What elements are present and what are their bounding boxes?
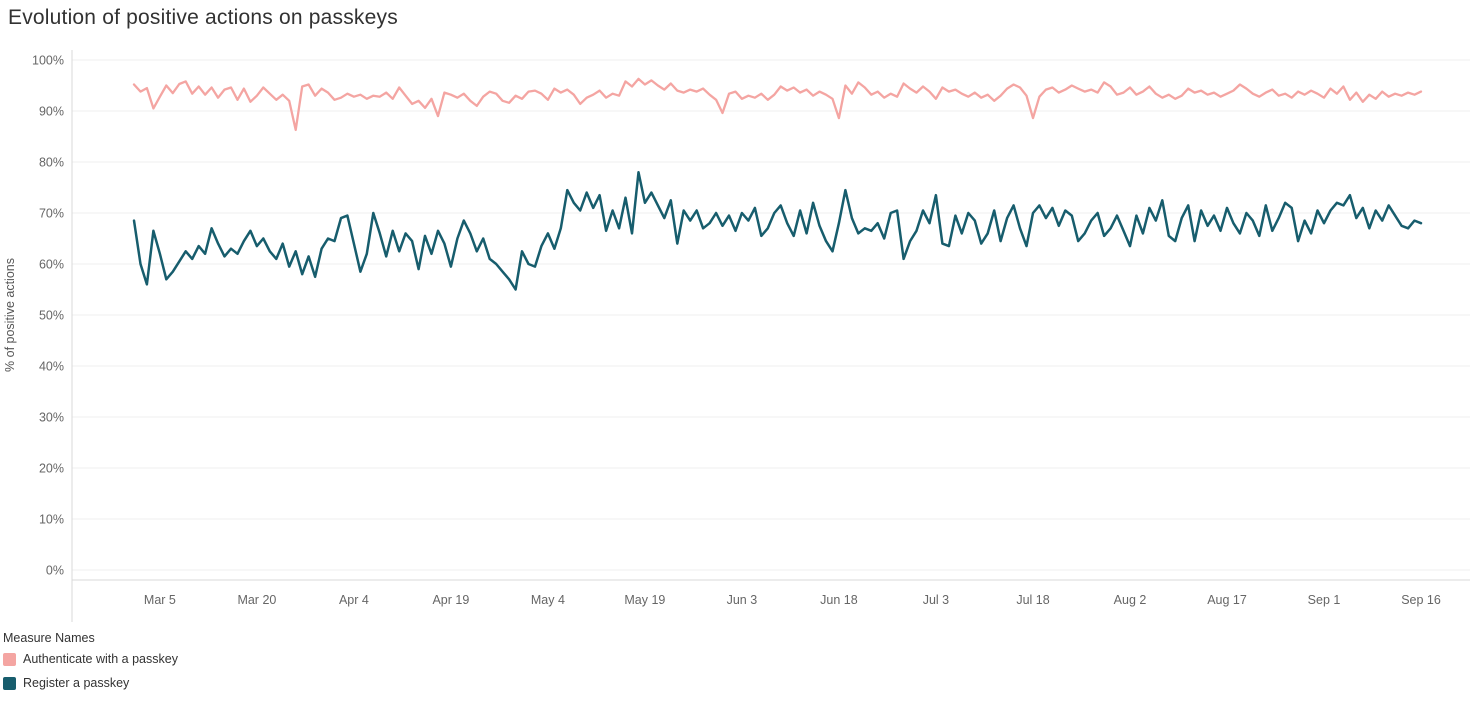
x-tick-label: Sep 1 <box>1308 593 1341 607</box>
y-tick-label: 30% <box>39 411 64 425</box>
y-axis-title: % of positive actions <box>3 258 17 372</box>
y-tick-label: 0% <box>46 564 64 578</box>
y-tick-label: 90% <box>39 105 64 119</box>
x-tick-label: Mar 20 <box>237 593 276 607</box>
x-tick-label: Aug 2 <box>1114 593 1147 607</box>
legend-title: Measure Names <box>3 631 95 645</box>
legend-swatch-authenticate-icon <box>3 652 16 666</box>
y-tick-label: 60% <box>39 258 64 272</box>
y-tick-label: 70% <box>39 207 64 221</box>
x-tick-label: Jul 18 <box>1016 593 1049 607</box>
legend-label-authenticate: Authenticate with a passkey <box>23 652 178 666</box>
x-tick-label: May 4 <box>531 593 565 607</box>
x-tick-label: Jul 3 <box>923 593 949 607</box>
y-tick-label: 20% <box>39 462 64 476</box>
y-tick-label: 10% <box>39 513 64 527</box>
legend-swatch-register-icon <box>3 676 16 690</box>
page-title: Evolution of positive actions on passkey… <box>8 6 398 29</box>
legend-label-register: Register a passkey <box>23 676 130 690</box>
series-line-authenticate[interactable] <box>132 77 1423 132</box>
y-tick-label: 100% <box>32 54 64 68</box>
x-tick-label: Jun 18 <box>820 593 858 607</box>
line-chart[interactable]: 0% 10% 20% 30% 40% 50% 60% 70% 80% 90% 100% Mar 5 Ma… <box>0 38 1482 633</box>
x-tick-label: Sep 16 <box>1401 593 1441 607</box>
x-tick-label: Apr 4 <box>339 593 369 607</box>
legend-item-authenticate[interactable]: Authenticate with a passkey <box>3 652 178 666</box>
x-tick-label: Mar 5 <box>144 593 176 607</box>
x-tick-label: May 19 <box>624 593 665 607</box>
y-tick-label: 80% <box>39 156 64 170</box>
y-tick-label: 50% <box>39 309 64 323</box>
x-tick-label: Apr 19 <box>432 593 469 607</box>
x-tick-label: Jun 3 <box>727 593 758 607</box>
x-tick-label: Aug 17 <box>1207 593 1247 607</box>
y-tick-label: 40% <box>39 360 64 374</box>
legend: Measure Names Authenticate with a passke… <box>3 631 178 700</box>
legend-item-register[interactable]: Register a passkey <box>3 676 178 690</box>
series-line-register[interactable] <box>132 170 1423 291</box>
